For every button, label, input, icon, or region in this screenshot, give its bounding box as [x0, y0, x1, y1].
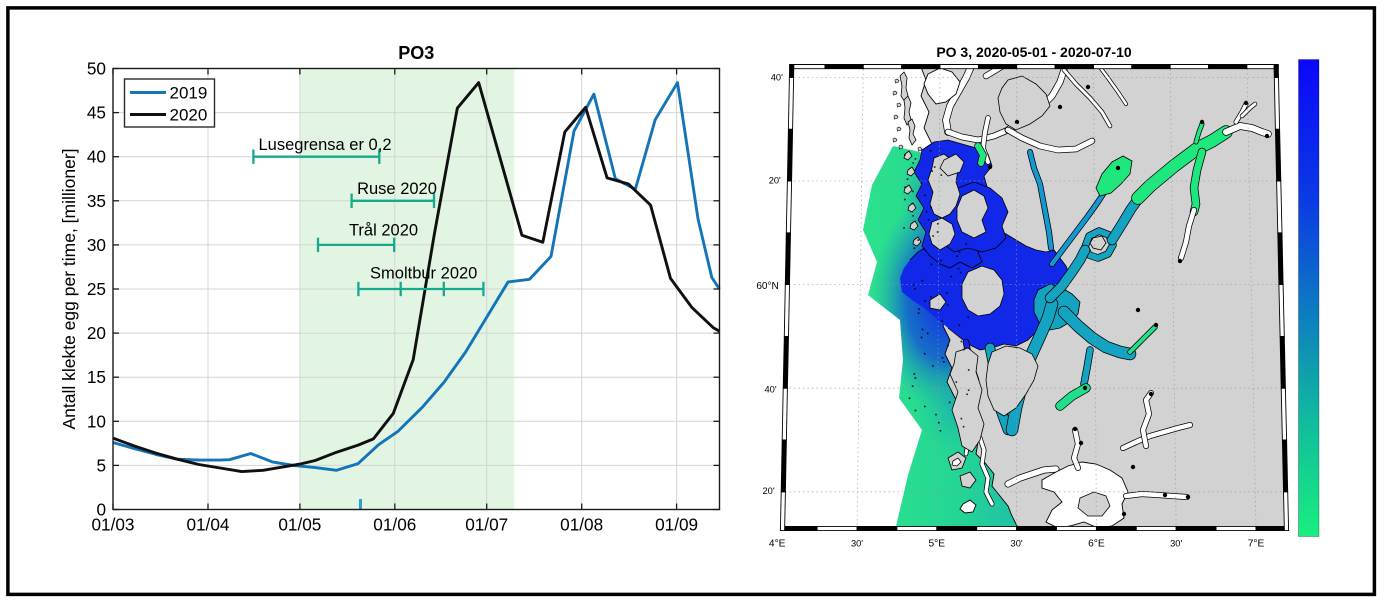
svg-text:01/07: 01/07 [465, 515, 508, 535]
svg-text:40: 40 [87, 147, 106, 167]
svg-text:Trål 2020: Trål 2020 [349, 222, 418, 240]
svg-text:0: 0 [96, 500, 106, 520]
svg-text:01/04: 01/04 [186, 515, 229, 535]
svg-text:30': 30' [1011, 539, 1023, 549]
svg-text:30: 30 [87, 235, 106, 255]
svg-text:45: 45 [87, 103, 106, 123]
svg-text:20': 20' [769, 176, 781, 186]
svg-text:7°E: 7°E [1248, 539, 1265, 550]
svg-text:6°E: 6°E [1088, 539, 1105, 550]
svg-text:01/08: 01/08 [560, 515, 603, 535]
svg-text:Lusegrensa er 0,2: Lusegrensa er 0,2 [258, 136, 391, 154]
svg-text:PO3: PO3 [398, 43, 434, 63]
svg-text:4°E: 4°E [769, 539, 786, 550]
svg-text:15: 15 [87, 367, 106, 387]
svg-text:10: 10 [87, 411, 106, 431]
svg-text:Ruse 2020: Ruse 2020 [357, 180, 437, 198]
svg-text:60°N: 60°N [756, 281, 778, 292]
svg-text:20': 20' [763, 486, 775, 496]
svg-text:30': 30' [851, 539, 863, 549]
svg-text:5°E: 5°E [929, 539, 946, 550]
svg-text:25: 25 [87, 279, 106, 299]
svg-text:01/06: 01/06 [373, 515, 416, 535]
svg-text:01/09: 01/09 [655, 515, 698, 535]
svg-text:01/03: 01/03 [91, 515, 134, 535]
svg-text:PO 3, 2020-05-01 - 2020-07-10: PO 3, 2020-05-01 - 2020-07-10 [936, 44, 1132, 60]
svg-text:2019: 2019 [170, 84, 208, 103]
svg-text:5: 5 [96, 455, 106, 475]
svg-text:40': 40' [765, 385, 777, 395]
svg-text:40': 40' [771, 73, 783, 83]
svg-text:2020: 2020 [170, 106, 208, 125]
svg-text:20: 20 [87, 323, 106, 343]
svg-text:Antall klekte egg per time, [m: Antall klekte egg per time, [millioner] [59, 148, 79, 429]
svg-text:35: 35 [87, 191, 106, 211]
svg-text:01/05: 01/05 [278, 515, 321, 535]
svg-text:Smoltbur 2020: Smoltbur 2020 [370, 265, 477, 283]
svg-text:30': 30' [1170, 539, 1182, 549]
svg-text:50: 50 [87, 59, 106, 79]
